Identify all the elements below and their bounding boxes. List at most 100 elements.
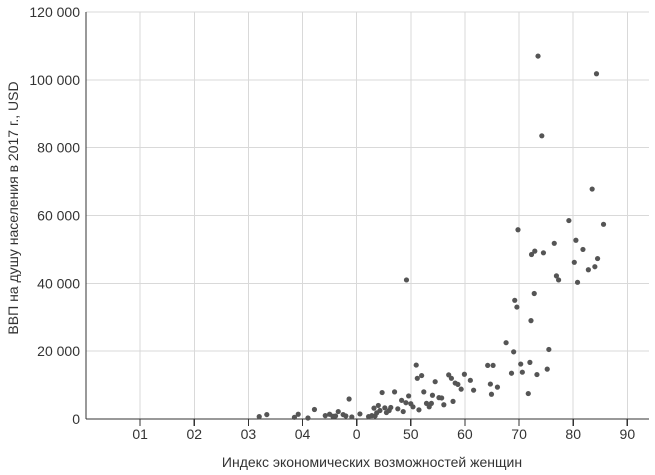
data-point [571,259,577,265]
data-point [487,381,493,387]
data-point [580,246,586,253]
y-tick-label: 40 000 [37,275,80,291]
data-point [494,384,501,390]
data-point [546,346,552,353]
data-point [539,133,545,139]
data-point [416,407,422,413]
data-point [485,362,491,369]
data-point [388,404,394,411]
data-point [531,290,537,297]
data-point [322,413,328,419]
data-point [574,279,581,285]
data-point [291,414,298,420]
data-point [441,402,447,408]
data-point [450,398,456,404]
data-point [305,415,311,421]
data-point [511,349,517,355]
data-point [458,386,464,392]
data-point [295,411,301,417]
data-point [371,405,377,411]
data-point [377,407,383,414]
data-point [514,304,520,310]
data-point [527,359,533,365]
data-point [593,71,600,77]
x-axis-title: Индекс экономических возможностей женщин [222,454,522,470]
data-point [335,408,341,415]
x-tick-label: 02 [186,426,202,442]
data-point [382,405,388,411]
data-points [256,53,607,421]
data-point [589,186,595,192]
x-tick-label: 80 [565,426,581,442]
data-point [410,404,416,410]
data-point [349,414,355,420]
data-point [448,375,455,381]
y-tick-label: 80 000 [37,140,80,156]
data-point [357,411,363,417]
tick-labels: 01 02 03 04 0 50 60 70 80 90 0 20 000 40 000 60 000 80… [29,4,635,442]
data-point [311,406,318,413]
data-point [540,250,547,256]
data-point [551,240,557,246]
x-tick-label: 70 [511,426,527,442]
data-point [594,255,601,262]
data-point [421,389,427,395]
y-tick-label: 60 000 [37,208,80,224]
data-point [461,371,468,377]
x-tick-label: 50 [403,426,419,442]
data-point [429,392,436,398]
data-point [471,387,477,393]
data-point [585,267,591,273]
data-point [413,362,419,368]
data-point [379,389,385,396]
x-tick-label: 01 [132,426,148,442]
data-point [406,393,412,399]
data-point [400,408,406,415]
data-point [391,389,398,395]
x-tick-label: 90 [620,426,636,442]
data-point [395,406,401,412]
data-point [414,375,420,381]
y-tick-label: 100 000 [29,72,80,88]
data-point [503,340,509,346]
data-point [264,411,270,418]
x-tick-label: 03 [241,426,257,442]
data-point [332,413,339,419]
data-point [535,53,541,59]
data-point [346,396,352,402]
data-point [528,318,534,324]
data-point [490,362,496,369]
data-point [518,361,524,367]
y-axis-title: ВВП на душу населения в 2017 г., USD [5,81,21,334]
data-point [600,221,607,227]
data-point [515,227,521,233]
y-tick-label: 0 [72,411,80,427]
data-point [403,277,410,283]
x-tick-label: 60 [457,426,473,442]
data-point [553,273,560,279]
data-point [428,400,434,406]
data-point [256,414,262,420]
data-point [532,248,538,254]
data-point [488,391,495,397]
axes [85,12,649,420]
data-point [519,369,525,375]
data-point [343,413,349,419]
x-tick-label: 04 [295,426,311,442]
data-point [566,217,572,224]
x-tick-label: 0 [353,426,361,442]
data-point [467,377,473,383]
data-point [439,395,445,401]
data-point [399,397,405,403]
data-point [555,277,562,283]
data-point [592,264,598,270]
data-point [419,372,425,379]
data-point [528,251,535,258]
data-point [432,379,438,385]
data-point [544,366,550,372]
data-point [375,402,381,409]
data-point [403,400,409,406]
data-point [508,370,515,376]
data-point [534,371,540,378]
data-point [525,390,531,397]
